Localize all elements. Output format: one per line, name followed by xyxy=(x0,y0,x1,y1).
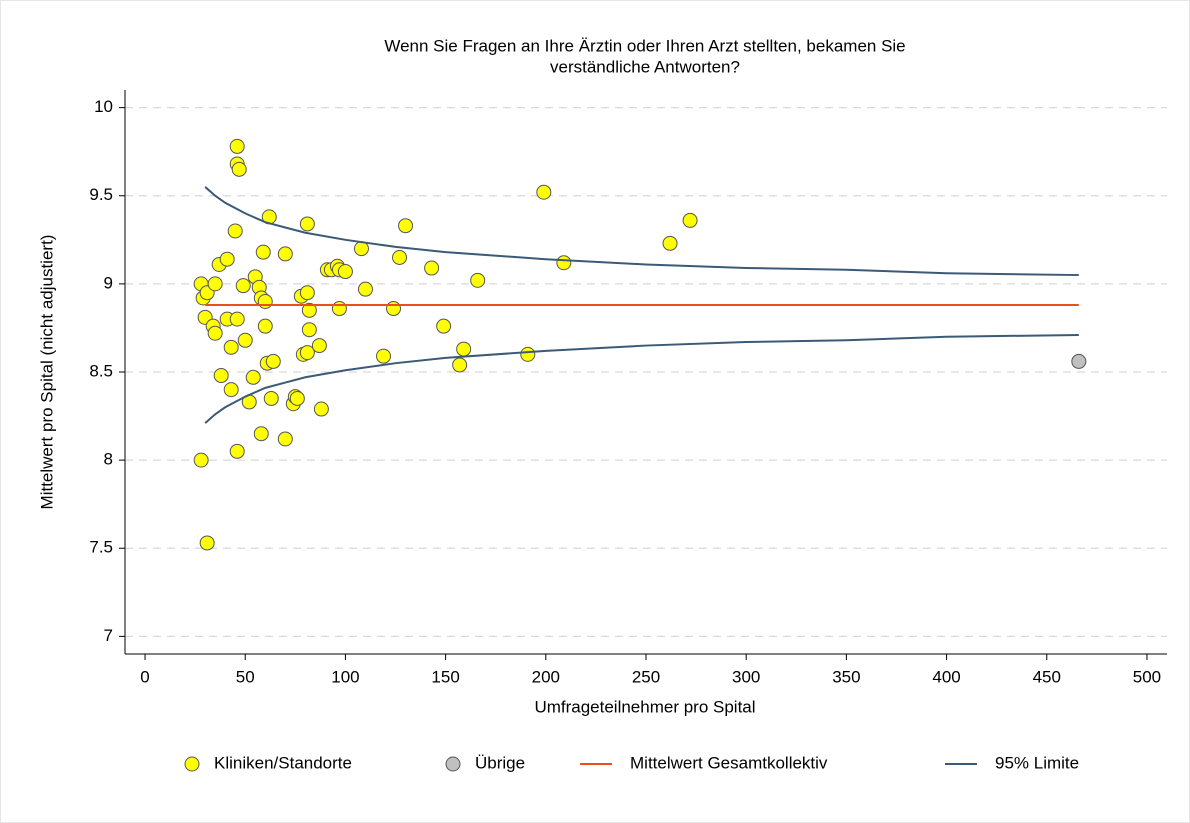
point xyxy=(375,348,391,364)
legend-marker xyxy=(445,756,461,772)
point xyxy=(424,260,440,276)
point xyxy=(313,401,329,417)
point xyxy=(299,285,315,301)
line xyxy=(204,186,1079,277)
point xyxy=(277,246,293,262)
x-tick-label: 150 xyxy=(431,667,459,686)
legend-label: Übrige xyxy=(475,753,525,772)
point xyxy=(227,223,243,239)
point xyxy=(337,264,353,280)
legend-label: 95% Limite xyxy=(995,753,1079,772)
point xyxy=(257,294,273,309)
x-tick-label: 500 xyxy=(1133,667,1161,686)
x-tick-label: 350 xyxy=(832,667,860,686)
point xyxy=(277,431,293,447)
point xyxy=(398,218,414,234)
line xyxy=(204,333,1079,424)
point xyxy=(1071,353,1087,369)
y-tick-label: 7 xyxy=(104,626,113,645)
point xyxy=(263,390,279,406)
point xyxy=(289,390,305,406)
point xyxy=(223,339,239,355)
point xyxy=(331,301,347,317)
y-tick-label: 8 xyxy=(104,450,113,469)
point xyxy=(456,341,472,357)
legend-marker xyxy=(184,756,200,772)
x-tick-label: 0 xyxy=(140,667,149,686)
y-tick-label: 9 xyxy=(104,273,113,292)
chart-title: Wenn Sie Fragen an Ihre Ärztin oder Ihre… xyxy=(384,36,905,55)
point xyxy=(229,443,245,459)
y-tick-label: 9.5 xyxy=(89,185,113,204)
point xyxy=(682,212,698,228)
x-tick-label: 200 xyxy=(532,667,560,686)
point xyxy=(235,278,251,294)
y-tick-label: 7.5 xyxy=(89,538,113,557)
point xyxy=(452,357,468,373)
x-tick-label: 450 xyxy=(1033,667,1061,686)
point xyxy=(301,322,317,338)
legend-label: Kliniken/Standorte xyxy=(214,753,352,772)
point xyxy=(662,235,678,251)
point xyxy=(237,332,253,348)
y-tick-label: 10 xyxy=(94,97,113,116)
x-axis-label: Umfrageteilnehmer pro Spital xyxy=(534,697,755,716)
point xyxy=(301,302,317,318)
point xyxy=(199,535,215,551)
x-tick-label: 250 xyxy=(632,667,660,686)
x-tick-label: 100 xyxy=(331,667,359,686)
point xyxy=(470,272,486,288)
chart-title: verständliche Antworten? xyxy=(550,57,740,76)
point xyxy=(299,345,315,361)
point xyxy=(556,255,572,271)
point xyxy=(392,249,408,265)
x-tick-label: 400 xyxy=(932,667,960,686)
point xyxy=(257,318,273,334)
point xyxy=(386,301,402,317)
point xyxy=(219,251,235,267)
point xyxy=(213,368,229,384)
point xyxy=(207,276,223,292)
point xyxy=(311,338,327,354)
point xyxy=(265,353,281,369)
point xyxy=(536,184,552,200)
point xyxy=(520,346,536,362)
legend-label: Mittelwert Gesamtkollektiv xyxy=(630,753,828,772)
point xyxy=(229,138,245,154)
point xyxy=(193,452,209,468)
point xyxy=(231,161,247,177)
point xyxy=(299,216,315,232)
x-tick-label: 50 xyxy=(236,667,255,686)
point xyxy=(207,325,223,341)
point xyxy=(253,426,269,442)
y-axis-label: Mittelwert pro Spital (nicht adjustiert) xyxy=(37,235,56,510)
y-tick-label: 8.5 xyxy=(89,361,113,380)
point xyxy=(255,244,271,260)
point xyxy=(223,382,239,398)
x-tick-label: 300 xyxy=(732,667,760,686)
point xyxy=(229,311,245,327)
point xyxy=(357,281,373,297)
point xyxy=(245,369,261,385)
point xyxy=(436,318,452,334)
